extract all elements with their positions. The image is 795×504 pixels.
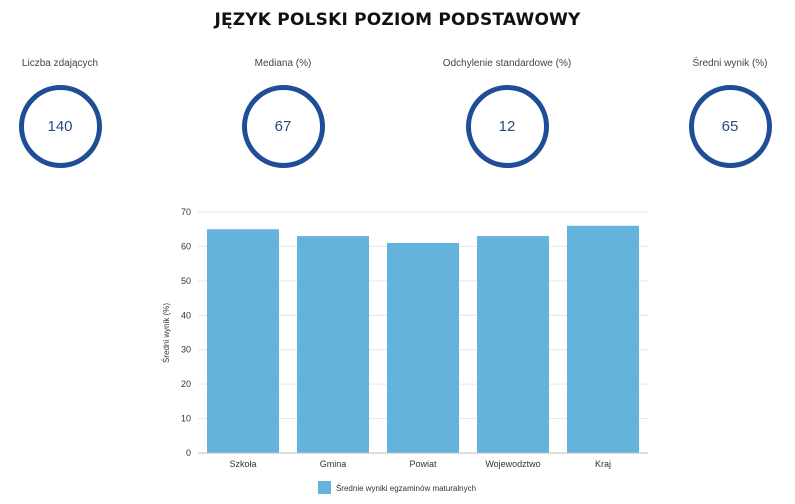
stat-card-mean: Średni wynik (%) 65: [650, 57, 795, 168]
page-title: JĘZYK POLSKI POZIOM PODSTAWOWY: [214, 10, 581, 30]
axes: 0 10 20 30 40 50 60 70 Szkoła Gmina Powiat Wojewodz…: [181, 207, 648, 469]
y-tick-label: 10: [181, 414, 191, 424]
stat-card-stddev: Odchylenie standardowe (%) 12: [427, 57, 587, 168]
y-tick-label: 70: [181, 207, 191, 217]
bar: [387, 242, 459, 453]
y-tick-label: 60: [181, 241, 191, 251]
stat-ring: 12: [465, 85, 549, 168]
legend: Średnie wyniki egzaminów maturalnych: [317, 481, 476, 494]
stat-value: 65: [721, 118, 739, 135]
y-tick-label: 20: [181, 379, 191, 389]
stat-ring: 67: [241, 85, 325, 168]
stat-ring: 65: [688, 85, 772, 168]
y-tick-label: 0: [186, 448, 191, 458]
legend-swatch: [317, 481, 331, 494]
y-tick-label: 50: [181, 276, 191, 286]
stat-label: Mediana (%): [254, 58, 312, 69]
bar: [567, 225, 639, 453]
stat-label: Odchylenie standardowe (%): [442, 58, 572, 69]
y-axis-label: Średni wynik (%): [162, 303, 171, 363]
y-tick-label: 40: [181, 310, 191, 320]
stat-value: 67: [274, 118, 292, 135]
bar: [297, 236, 369, 453]
bars: [207, 225, 639, 453]
stat-card-median: Mediana (%) 67: [203, 57, 363, 168]
x-tick-label: Gmina: [320, 459, 347, 469]
bar: [477, 236, 549, 453]
x-tick-label: Szkoła: [229, 459, 256, 469]
x-tick-label: Wojewodztwo: [485, 459, 540, 469]
stat-value: 12: [498, 118, 516, 135]
x-tick-label: Powiat: [409, 459, 437, 469]
x-tick-label: Kraj: [595, 459, 611, 469]
stat-ring: 140: [18, 85, 102, 168]
stat-card-count: Liczba zdających 140: [0, 57, 140, 168]
stat-value: 140: [47, 118, 73, 135]
legend-label: Średnie wyniki egzaminów maturalnych: [336, 484, 476, 493]
bar: [207, 229, 279, 453]
y-tick-label: 30: [181, 345, 191, 355]
stat-label: Średni wynik (%): [692, 58, 768, 69]
stat-label: Liczba zdających: [21, 58, 99, 69]
